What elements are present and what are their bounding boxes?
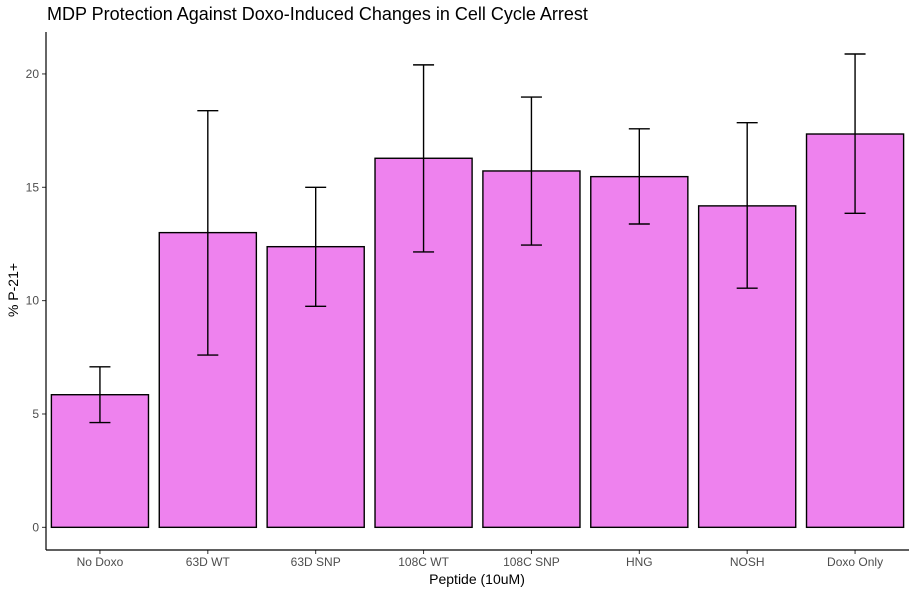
x-tick-label: HNG xyxy=(626,555,653,569)
y-tick-label: 20 xyxy=(26,67,40,81)
x-tick-label: NOSH xyxy=(730,555,765,569)
bar xyxy=(590,175,689,529)
y-tick-label: 0 xyxy=(32,520,39,534)
x-tick-label: No Doxo xyxy=(77,555,124,569)
chart-title: MDP Protection Against Doxo-Induced Chan… xyxy=(47,4,588,24)
y-axis-title: % P-21+ xyxy=(5,263,21,317)
x-tick-label: 108C WT xyxy=(398,555,449,569)
plot-area: 0 5 10 15 20 No Doxo 63D WT 63D SNP 108C WT 108C … xyxy=(26,53,905,569)
x-tick-label: Doxo Only xyxy=(827,555,883,569)
x-axis-title: Peptide (10uM) xyxy=(429,571,525,587)
x-tick-label: 63D SNP xyxy=(291,555,341,569)
y-tick-label: 10 xyxy=(26,294,40,308)
y-tick-label: 15 xyxy=(26,180,40,194)
x-tick-label: 63D WT xyxy=(186,555,231,569)
y-tick-label: 5 xyxy=(32,407,39,421)
x-tick-label: 108C SNP xyxy=(503,555,560,569)
